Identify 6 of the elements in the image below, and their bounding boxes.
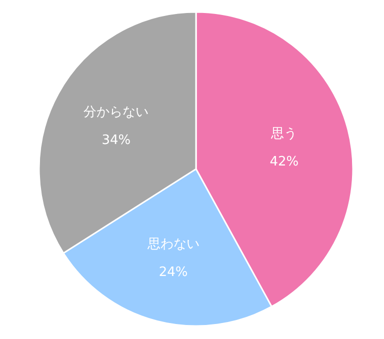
slice-label: 分からない: [84, 105, 149, 120]
data-label: 34%: [102, 133, 131, 148]
slice-label: 思う: [270, 126, 298, 142]
data-label: 24%: [158, 265, 188, 280]
data-label: 42%: [270, 154, 299, 170]
slice-label: 思わない: [146, 237, 200, 252]
